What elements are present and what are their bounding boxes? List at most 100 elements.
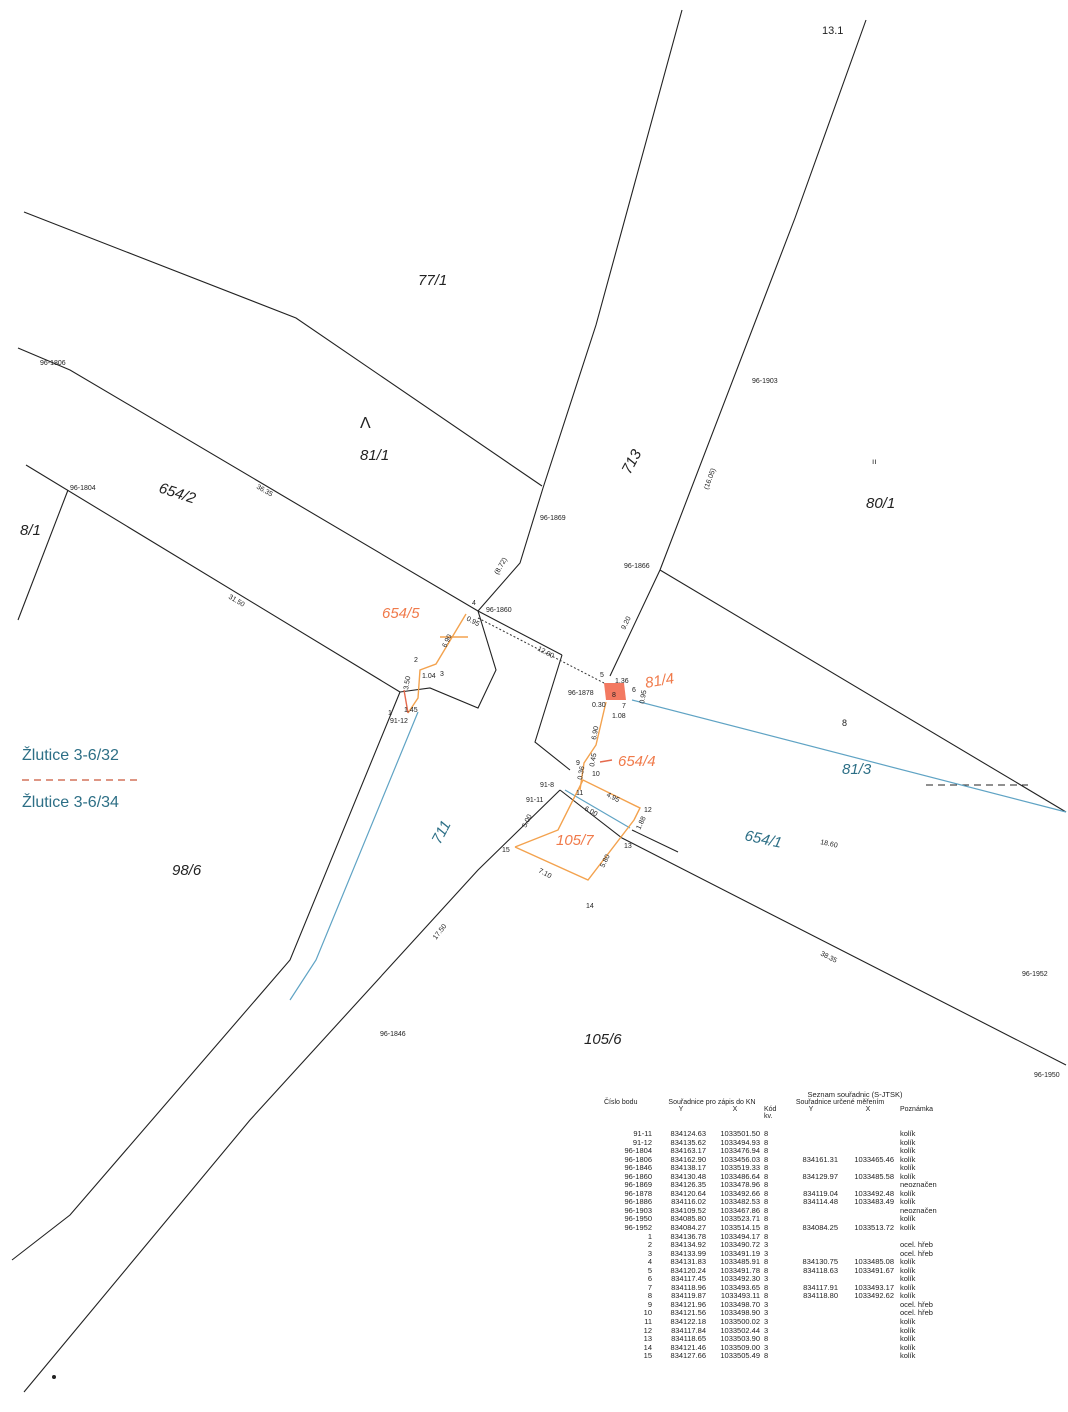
cell-y: 834120.64 [670,1188,706,1198]
dim-12-90: 12.90 [536,646,555,660]
cell-y: 834130.48 [670,1171,706,1181]
cell-poznamka: kolík [900,1325,916,1335]
cell-x2 [842,1130,900,1139]
cell-cislo: 96-1878 [624,1188,652,1198]
parcel-654-2: 654/2 [157,480,199,508]
cell-poznamka: kolík [900,1317,916,1327]
point-6: 6 [632,687,636,694]
separator-mark-1: ıı [872,457,876,466]
parcel-labels: 77/1 81/1 654/2 8/1 713 80/1 654/5 81/4 … [20,25,895,1048]
point-5: 5 [600,672,604,679]
cell-poznamka: neoznačen [900,1180,937,1190]
header-kod: Kód kv. [764,1106,777,1120]
cell-kod: 8 [764,1163,769,1173]
cell-poznamka: kolík [900,1137,916,1147]
boundary-654-2-south [25,464,401,693]
table-row: 15 834127.66 1033505.49 8 kolík [604,1352,996,1361]
boundary-8-1 [17,489,69,621]
cell-y2: 834119.04 [803,1188,838,1198]
cell-y2: 834084.25 [802,1223,838,1233]
dim-18-60: 18.60 [820,839,839,850]
cell-y: 834119.87 [671,1291,706,1301]
cell-x2 [842,1233,900,1242]
cell-x: 1033509.00 [720,1342,760,1352]
cell-y2: 834117.91 [803,1282,838,1292]
cell-poznamka: kolík [900,1163,916,1173]
table-row: 96-1903 834109.52 1033467.86 8 neoznačen [604,1206,996,1216]
cell-y: 834116.02 [671,1197,706,1207]
cell-x2: 1033492.62 [854,1291,894,1301]
dim-16-05: (16.05) [703,467,717,490]
boundary-654-1-south [559,789,1067,1066]
dim-9-20: 9.20 [621,615,633,630]
parcel-8-1: 8/1 [20,522,41,539]
cell-kod: 8 [764,1171,769,1181]
label-96-1804: 96-1804 [70,485,96,492]
cell-y: 834138.17 [670,1163,706,1173]
label-91-8: 91-8 [540,782,554,789]
table-row: 4 834131.83 1033485.91 8 834130.75 1033485.08… [604,1258,996,1267]
parcel-81-4: 81/4 [644,670,676,692]
cell-poznamka: kolík [900,1351,916,1361]
cell-poznamka: ocel. hřeb [900,1240,933,1250]
cell-cislo: 6 [647,1274,652,1284]
cell-y2 [784,1130,842,1139]
table-row: 96-1878 834120.64 1033492.66 8 834119.04 1033… [604,1188,996,1199]
cell-y: 834118.96 [671,1282,706,1292]
dim-5-80: 5.80 [600,853,612,868]
parcel-boundaries [11,9,1067,1393]
cell-y: 834162.90 [670,1154,706,1164]
point-14: 14 [586,903,594,910]
cell-y2 [784,1207,842,1216]
dim-0-95b: 0.95 [639,690,648,705]
cell-kod: 8 [764,1154,769,1164]
cell-y2 [784,1327,842,1336]
cell-kod: 8 [764,1291,769,1301]
point-15: 15 [502,847,510,854]
cell-x2: 1033485.08 [854,1257,894,1267]
cell-y: 834084.27 [670,1223,706,1233]
cell-poznamka: kolík [900,1265,916,1275]
cell-y: 834124.63 [670,1129,706,1138]
road-711-west-edge [11,691,401,1261]
parcel-654-4: 654/4 [618,753,656,770]
cell-y2 [784,1352,842,1361]
cell-y: 834121.96 [670,1299,706,1309]
cell-poznamka: kolík [900,1154,916,1164]
table-row: 1 834136.78 1033494.17 8 [604,1232,996,1242]
cell-y: 834117.84 [671,1325,706,1335]
dim-5-00: 5.00 [522,813,534,828]
cell-x2 [842,1207,900,1216]
dim-0-30: 0.30 [592,702,606,709]
parcel-654-5: 654/5 [382,605,420,622]
cell-x: 1033503.90 [720,1334,760,1344]
cell-cislo: 3 [647,1248,652,1258]
cell-y2 [784,1309,842,1318]
cell-y2: 834118.80 [803,1291,838,1301]
label-96-1869: 96-1869 [540,515,566,522]
cell-poznamka: kolík [900,1282,916,1292]
cell-y2: 834161.31 [802,1154,838,1164]
cell-cislo: 91-12 [632,1137,652,1147]
label-96-1903: 96-1903 [752,378,778,385]
header-mereni: Souřadnice určené měřením [795,1099,885,1106]
point-13: 13 [624,843,632,850]
red-arrow-654-4 [599,759,613,763]
road-713-west-edge [477,9,683,612]
teal-line-105 [564,789,631,829]
cell-kod: 3 [764,1299,769,1309]
cell-y: 834163.17 [670,1146,706,1156]
cell-poznamka: kolík [900,1214,916,1224]
cell-kod: 8 [764,1334,769,1344]
parcel-80-1: 80/1 [866,495,895,512]
cell-y: 834118.65 [671,1334,706,1344]
teal-boundaries [289,699,1067,1001]
cell-cislo: 9 [647,1299,652,1309]
table-row: 13 834118.65 1033503.90 8 kolík [604,1335,996,1344]
label-96-1860: 96-1860 [486,607,512,614]
cell-poznamka: kolík [900,1274,916,1284]
dim-38-35: 38.35 [819,951,838,965]
road-713-east-edge [609,19,867,677]
cell-cislo: 15 [643,1351,652,1361]
table-row: 3 834133.99 1033491.19 3 ocel. hřeb [604,1248,996,1259]
